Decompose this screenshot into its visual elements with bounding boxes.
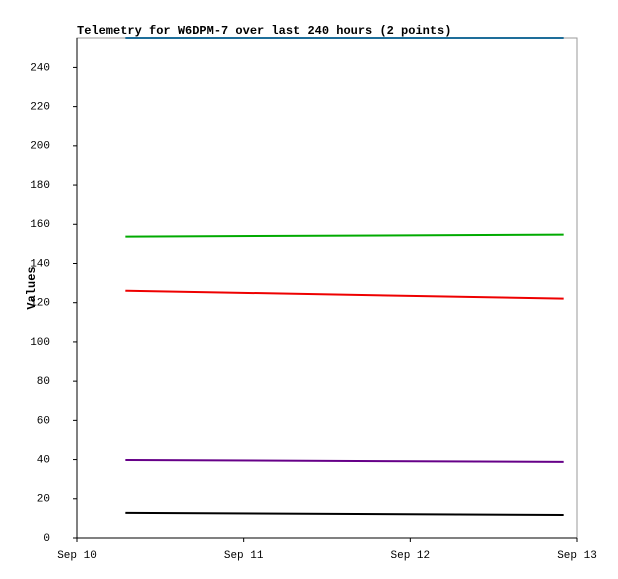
y-axis-label: Values xyxy=(25,266,39,309)
series-line xyxy=(125,233,564,238)
y-tick-label: 0 xyxy=(43,533,50,545)
y-tick-label: 240 xyxy=(30,62,50,74)
x-tick-label: Sep 10 xyxy=(57,550,97,562)
series-line xyxy=(125,289,564,300)
y-tick-label: 80 xyxy=(37,376,50,388)
y-tick-label: 100 xyxy=(30,337,50,349)
y-tick-label: 20 xyxy=(37,494,50,506)
series-line xyxy=(125,511,564,517)
y-tick-label: 220 xyxy=(30,102,50,114)
x-tick-label: Sep 12 xyxy=(391,550,431,562)
y-tick-label: 40 xyxy=(37,454,50,466)
y-tick-label: 140 xyxy=(30,258,50,270)
x-tick-label: Sep 11 xyxy=(224,550,264,562)
y-tick-label: 160 xyxy=(30,219,50,231)
y-tick-label: 60 xyxy=(37,415,50,427)
y-tick-label: 180 xyxy=(30,180,50,192)
y-tick-label: 200 xyxy=(30,141,50,153)
x-tick-label: Sep 13 xyxy=(557,550,597,562)
chart-title: Telemetry for W6DPM-7 over last 240 hour… xyxy=(77,24,451,38)
y-tick-label: 120 xyxy=(30,298,50,310)
series-line xyxy=(125,458,564,463)
plot-frame xyxy=(76,37,578,539)
